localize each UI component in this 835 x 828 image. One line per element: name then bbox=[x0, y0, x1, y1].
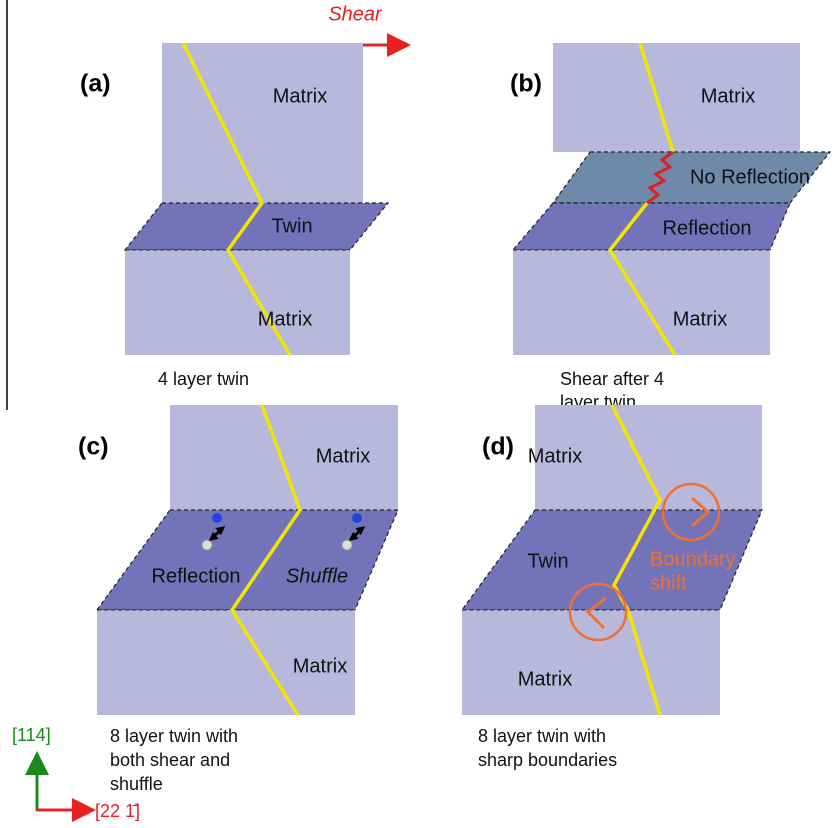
panel-d: (d) Matrix Twin Boundary shift Matrix 8 … bbox=[462, 405, 762, 770]
caption: shuffle bbox=[110, 774, 163, 794]
atom bbox=[342, 540, 352, 550]
region-label: Matrix bbox=[518, 668, 572, 690]
shear-label: Shear bbox=[328, 3, 383, 25]
region-label: Shuffle bbox=[286, 565, 348, 587]
region-label: Matrix bbox=[673, 308, 727, 330]
panel-label: (a) bbox=[80, 70, 111, 98]
panel-label: (b) bbox=[510, 70, 542, 98]
caption: 4 layer twin bbox=[158, 369, 249, 389]
region-label: Matrix bbox=[528, 445, 582, 467]
annotation: Boundary bbox=[650, 548, 736, 570]
panel-label: (c) bbox=[78, 433, 109, 461]
caption: sharp boundaries bbox=[478, 750, 617, 770]
caption: 8 layer twin with bbox=[110, 726, 238, 746]
caption: Shear after 4 bbox=[560, 369, 664, 389]
panel-a: (a) Matrix Twin Matrix 4 layer twin bbox=[80, 43, 388, 389]
panel-b: (b) Matrix No Reflection Reflection Matr… bbox=[510, 43, 830, 412]
atom bbox=[202, 540, 212, 550]
atom bbox=[212, 513, 222, 523]
axis-label: [22 1̄] bbox=[95, 801, 140, 821]
atom bbox=[352, 513, 362, 523]
axis-label: [114] bbox=[12, 725, 51, 745]
diagram: Shear (a) Matrix Twin Matrix 4 layer twi… bbox=[0, 0, 835, 828]
annotation: shift bbox=[650, 572, 687, 594]
panel-c: (c) Matrix Reflection Shuffle Matrix 8 l… bbox=[78, 405, 398, 794]
caption: 8 layer twin with bbox=[478, 726, 606, 746]
region-label: Matrix bbox=[273, 85, 327, 107]
region-label: Matrix bbox=[293, 655, 347, 677]
matrix-block bbox=[162, 43, 363, 203]
region-label: Matrix bbox=[316, 445, 370, 467]
panel-label: (d) bbox=[482, 433, 514, 461]
caption: both shear and bbox=[110, 750, 230, 770]
region-label: Matrix bbox=[701, 85, 755, 107]
twin-layer bbox=[97, 510, 398, 610]
region-label: Twin bbox=[271, 215, 312, 237]
region-label: Reflection bbox=[663, 217, 752, 239]
matrix-block bbox=[462, 610, 720, 715]
matrix-block bbox=[553, 43, 800, 152]
region-label: No Reflection bbox=[690, 166, 810, 188]
region-label: Twin bbox=[527, 550, 568, 572]
region-label: Matrix bbox=[258, 308, 312, 330]
region-label: Reflection bbox=[152, 565, 241, 587]
